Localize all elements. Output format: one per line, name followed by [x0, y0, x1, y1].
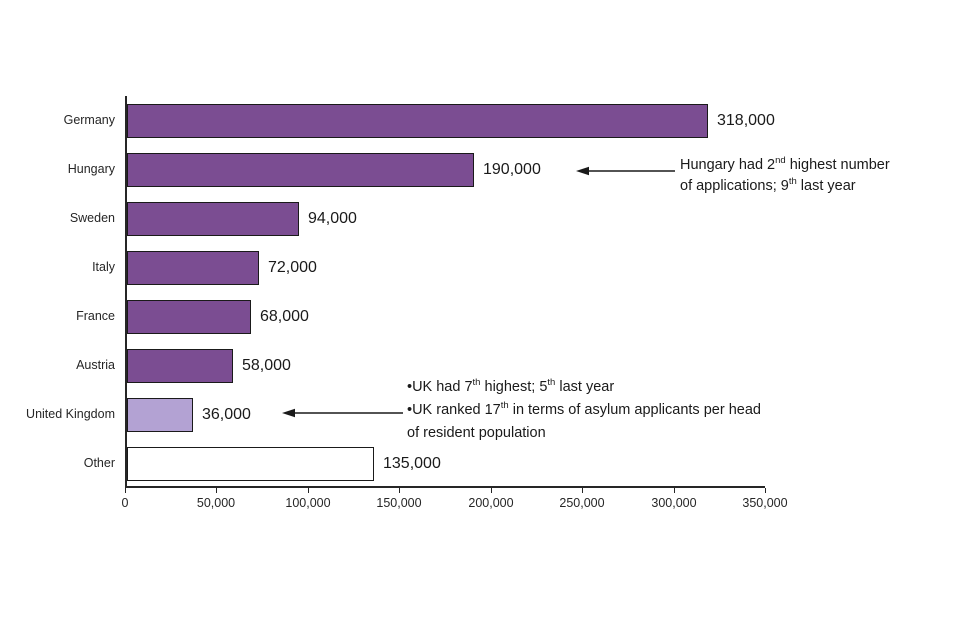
bar-italy	[127, 250, 259, 285]
value-label: 190,000	[483, 160, 541, 178]
arrow-left-icon	[576, 166, 675, 176]
x-tick-mark	[308, 488, 309, 493]
x-tick-mark	[491, 488, 492, 493]
bar-row: 318,000	[127, 96, 775, 145]
annotation-line: of applications; 9th last year	[680, 176, 856, 194]
bar-austria	[127, 348, 233, 383]
bar-hungary	[127, 152, 474, 187]
bar-germany	[127, 103, 708, 138]
x-tick-mark	[125, 488, 126, 493]
annotation-uk: •UK had 7th highest; 5th last year •UK ra…	[407, 376, 761, 445]
annotation-hungary: Hungary had 2nd highest number of applica…	[680, 155, 890, 197]
category-label: Germany	[63, 113, 115, 127]
value-label: 36,000	[202, 405, 251, 423]
value-label: 135,000	[383, 454, 441, 472]
annotation-line: •UK ranked 17th in terms of asylum appli…	[407, 400, 761, 418]
bar-row: 36,000	[127, 390, 767, 439]
x-tick-label: 150,000	[376, 496, 422, 510]
value-label: 68,000	[260, 307, 309, 325]
bar-united-kingdom	[127, 397, 193, 432]
category-label: Other	[83, 456, 115, 470]
annotation-line: Hungary had 2nd highest number	[680, 155, 890, 173]
arrow-left-icon	[282, 408, 403, 418]
x-tick-mark	[582, 488, 583, 493]
x-tick-mark	[399, 488, 400, 493]
bar-row: 190,000	[127, 145, 767, 194]
category-label: United Kingdom	[26, 407, 115, 421]
category-label: Sweden	[69, 211, 115, 225]
x-tick-label: 350,000	[742, 496, 788, 510]
value-label: 72,000	[268, 258, 317, 276]
bar-france	[127, 299, 251, 334]
category-label: Hungary	[67, 162, 115, 176]
annotation-line: •UK had 7th highest; 5th last year	[407, 377, 615, 395]
x-tick-label: 0	[121, 496, 129, 510]
x-tick-label: 200,000	[468, 496, 514, 510]
bar-sweden	[127, 201, 299, 236]
annotation-line: of resident population	[407, 425, 546, 441]
plot-area: 318,000 190,000 94,000 72,000 68,000 58,000 36…	[125, 96, 775, 488]
value-label: 94,000	[308, 209, 357, 227]
bar-row: 72,000	[127, 243, 767, 292]
bar-row: 58,000	[127, 341, 767, 390]
bar-other	[127, 446, 374, 481]
x-tick-mark	[765, 488, 766, 493]
category-label: Italy	[92, 260, 115, 274]
bar-row: 135,000	[127, 439, 767, 488]
x-tick-label: 300,000	[651, 496, 697, 510]
bar-row: 94,000	[127, 194, 767, 243]
category-label: Austria	[76, 358, 115, 372]
value-label: 318,000	[717, 111, 775, 129]
value-label: 58,000	[242, 356, 291, 374]
category-label: France	[76, 309, 115, 323]
bar-row: 68,000	[127, 292, 767, 341]
x-tick-label: 100,000	[285, 496, 331, 510]
x-tick-label: 50,000	[196, 496, 236, 510]
x-tick-mark	[216, 488, 217, 493]
x-tick-mark	[674, 488, 675, 493]
x-tick-label: 250,000	[559, 496, 605, 510]
